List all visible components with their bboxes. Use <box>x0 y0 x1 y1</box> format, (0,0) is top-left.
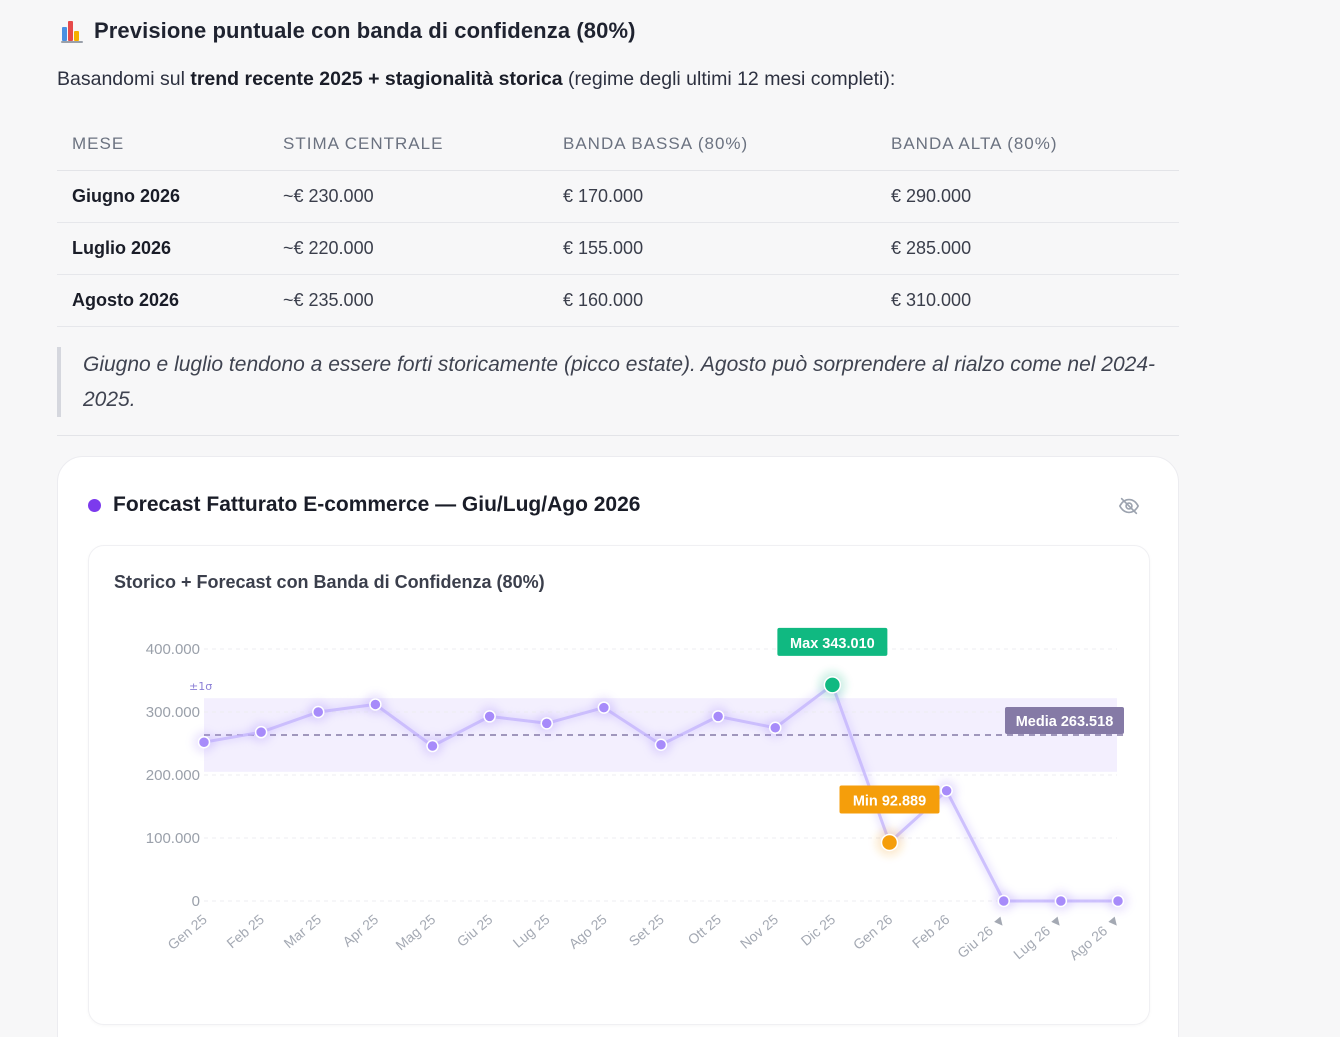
card-header: Forecast Fatturato E-commerce — Giu/Lug/… <box>88 493 640 517</box>
chart-panel: Storico + Forecast con Banda di Confiden… <box>88 545 1150 1025</box>
card-title: Forecast Fatturato E-commerce — Giu/Lug/… <box>113 493 641 516</box>
x-tick-label: Lug 25 <box>510 911 553 951</box>
band-label: ±1σ <box>189 680 212 693</box>
x-tick-label: Feb 25 <box>223 911 267 951</box>
x-tick-label: Lug 26 ▼ <box>1010 911 1067 962</box>
cell-central: ~€ 220.000 <box>268 222 548 275</box>
x-tick-label: Gen 26 <box>850 911 896 953</box>
section-heading: Previsione puntuale con banda di confide… <box>60 18 636 44</box>
x-tick-label: Mar 25 <box>281 911 325 951</box>
x-tick-label: Gen 25 <box>164 911 210 953</box>
mean-badge <box>1005 706 1124 734</box>
x-tick-label: Apr 25 <box>339 911 381 950</box>
forecast-table: MESE STIMA CENTRALE BANDA BASSA (80%) BA… <box>57 118 1179 327</box>
cell-low: € 155.000 <box>548 222 876 275</box>
cell-central: ~€ 235.000 <box>268 274 548 327</box>
x-tick-label: Giu 26 ▼ <box>954 911 1009 961</box>
data-point <box>597 701 611 714</box>
max-badge-label: Max 343.010 <box>790 636 875 652</box>
y-tick-label: 400.000 <box>146 641 200 658</box>
chart-card: Forecast Fatturato E-commerce — Giu/Lug/… <box>57 456 1179 1037</box>
chart-title: Storico + Forecast con Banda di Confiden… <box>114 572 545 592</box>
x-tick-label: Set 25 <box>626 911 667 949</box>
cell-month: Agosto 2026 <box>57 274 268 327</box>
cell-central: ~€ 230.000 <box>268 170 548 223</box>
table-row: Agosto 2026 ~€ 235.000 € 160.000 € 310.0… <box>57 274 1179 327</box>
table-header-row: MESE STIMA CENTRALE BANDA BASSA (80%) BA… <box>57 118 1179 171</box>
data-point <box>654 738 668 752</box>
eye-off-icon[interactable] <box>1118 495 1140 517</box>
max-point <box>823 676 842 694</box>
max-badge <box>777 627 888 656</box>
y-tick-label: 300.000 <box>146 704 200 721</box>
data-point <box>769 721 782 734</box>
data-point <box>1111 894 1125 908</box>
x-tick-label: Giu 25 <box>454 911 496 950</box>
data-point <box>426 739 439 753</box>
cell-low: € 170.000 <box>548 170 876 223</box>
col-header-bassa: BANDA BASSA (80%) <box>548 118 876 171</box>
data-point <box>997 894 1010 908</box>
table-row: Giugno 2026 ~€ 230.000 € 170.000 € 290.0… <box>57 170 1179 223</box>
data-point <box>1054 894 1068 908</box>
data-point <box>483 710 496 723</box>
min-badge <box>839 785 940 814</box>
cell-high: € 285.000 <box>876 222 1179 275</box>
col-header-alta: BANDA ALTA (80%) <box>876 118 1179 171</box>
cell-high: € 290.000 <box>876 170 1179 223</box>
x-tick-label: Dic 25 <box>798 911 839 949</box>
data-point <box>711 710 725 723</box>
x-tick-label: Nov 25 <box>737 911 781 952</box>
cell-month: Giugno 2026 <box>57 170 268 223</box>
y-tick-label: 0 <box>192 893 200 910</box>
x-tick-label: Feb 26 <box>909 911 953 951</box>
section-title: Previsione puntuale con banda di confide… <box>94 18 636 43</box>
y-tick-label: 100.000 <box>146 830 200 847</box>
x-tick-label: Ago 25 <box>566 911 610 952</box>
cell-month: Luglio 2026 <box>57 222 268 275</box>
x-tick-label: Ago 26 ▼ <box>1066 911 1124 963</box>
data-point <box>312 705 325 719</box>
mean-badge-label: Media 263.518 <box>1016 714 1114 730</box>
data-point <box>940 784 953 797</box>
line-chart: ±1σ 0 100.000 200.000 300.000 400.000 Media 26… <box>146 627 1130 963</box>
intro-bold: trend recente 2025 + stagionalità storic… <box>190 68 563 90</box>
intro-text: Basandomi sul trend recente 2025 + stagi… <box>57 68 896 90</box>
y-tick-label: 200.000 <box>146 767 200 784</box>
min-badge-label: Min 92.889 <box>853 793 926 809</box>
data-point <box>197 735 211 749</box>
data-point <box>540 717 553 730</box>
table-row: Luglio 2026 ~€ 220.000 € 155.000 € 285.0… <box>57 222 1179 275</box>
cell-low: € 160.000 <box>548 274 876 327</box>
x-tick-label: Ott 25 <box>685 911 725 948</box>
col-header-stima: STIMA CENTRALE <box>268 118 548 171</box>
note-quote: Giugno e luglio tendono a essere forti s… <box>57 347 1179 417</box>
bar-chart-emoji-icon <box>60 19 84 43</box>
divider <box>57 435 1179 436</box>
x-tick-label: Mag 25 <box>392 911 438 953</box>
cell-high: € 310.000 <box>876 274 1179 327</box>
data-point <box>369 698 382 711</box>
col-header-mese: MESE <box>57 118 268 171</box>
accent-dot <box>88 498 101 512</box>
data-point <box>254 725 268 739</box>
min-point <box>880 833 899 852</box>
